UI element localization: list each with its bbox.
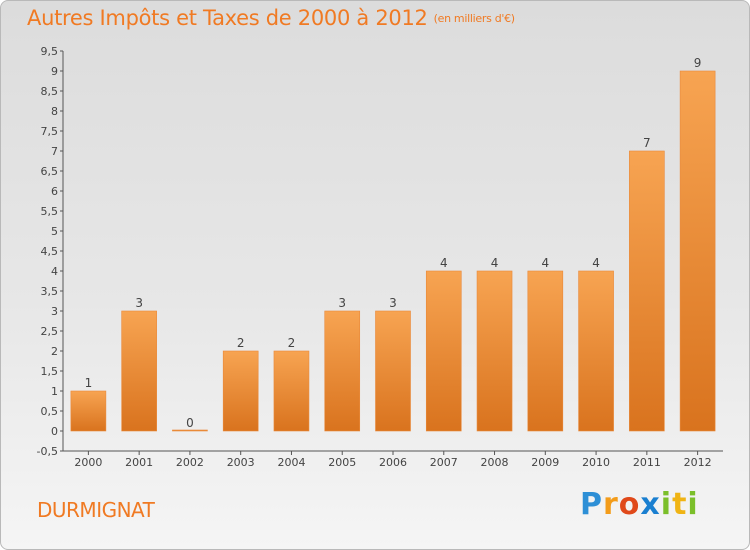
y-tick-label: -0,5 [37,445,58,458]
logo-letter-1: P [580,487,603,522]
chart-unit-note: (en milliers d'€) [433,12,515,25]
y-tick-label: 4,5 [41,245,59,258]
bar-value-label: 4 [592,256,600,270]
bar [679,70,716,432]
bar [629,150,665,432]
x-tick-label: 2005 [328,456,356,469]
chart-title: Autres Impôts et Taxes de 2000 à 2012 (en… [27,6,515,30]
bar-value-label: 0 [186,416,194,430]
bar [324,310,361,432]
logo-letter-4: x [640,487,661,522]
bar [70,390,107,432]
logo-letter-6: t [672,487,688,522]
bar-value-label: 4 [541,256,549,270]
y-tick-label: 7 [51,145,58,158]
y-tick-label: 7,5 [41,125,59,138]
x-tick-label: 2009 [531,456,559,469]
x-tick-label: 2003 [227,456,255,469]
bar [222,350,259,432]
bar-value-label: 9 [694,56,702,70]
bar [476,270,513,432]
commune-name: DURMIGNAT [37,498,155,522]
y-tick-label: 3 [51,305,58,318]
x-tick-label: 2012 [684,456,712,469]
bar-value-label: 3 [389,296,397,310]
x-tick-label: 2006 [379,456,407,469]
x-tick-label: 2001 [125,456,153,469]
y-tick-label: 0 [51,425,58,438]
x-tick-label: 2002 [176,456,204,469]
y-tick-label: 1,5 [41,365,59,378]
x-tick-label: 2010 [582,456,610,469]
y-tick-label: 0,5 [41,405,59,418]
y-tick-label: 3,5 [41,285,59,298]
chart-title-text: Autres Impôts et Taxes de 2000 à 2012 [27,6,428,30]
x-tick-label: 2004 [277,456,305,469]
y-tick-label: 5 [51,225,58,238]
proxiti-logo[interactable]: Proxiti [580,487,699,522]
logo-letter-3: o [618,487,641,522]
logo-letter-7: i [687,487,699,522]
bar [578,270,614,432]
y-tick-label: 4 [51,265,58,278]
y-tick-label: 1 [51,385,58,398]
bar-value-label: 1 [85,376,93,390]
x-tick-label: 2007 [430,456,458,469]
bar-value-label: 3 [338,296,346,310]
bar [121,310,157,432]
y-tick-label: 6 [51,185,58,198]
bar [527,270,564,432]
y-tick-label: 8 [51,105,58,118]
logo-letter-5: i [660,487,673,522]
logo-letter-2: r [603,487,619,522]
bar-value-label: 2 [288,336,296,350]
bar-value-label: 4 [491,256,499,270]
y-tick-label: 9,5 [41,45,59,58]
y-tick-label: 9 [51,65,58,78]
bar-value-label: 3 [135,296,143,310]
y-tick-label: 2 [51,345,58,358]
bar-value-label: 2 [237,336,245,350]
x-tick-label: 2008 [481,456,509,469]
bar-value-label: 4 [440,256,448,270]
bar-value-label: 7 [643,136,651,150]
bar [172,429,208,432]
x-tick-label: 2000 [74,456,102,469]
bar [425,270,462,432]
bar [273,350,310,432]
y-tick-label: 5,5 [41,205,59,218]
y-tick-label: 2,5 [41,325,59,338]
bar [375,310,411,432]
x-tick-label: 2011 [633,456,661,469]
y-tick-label: 8,5 [41,85,59,98]
y-tick-label: 6,5 [41,165,59,178]
